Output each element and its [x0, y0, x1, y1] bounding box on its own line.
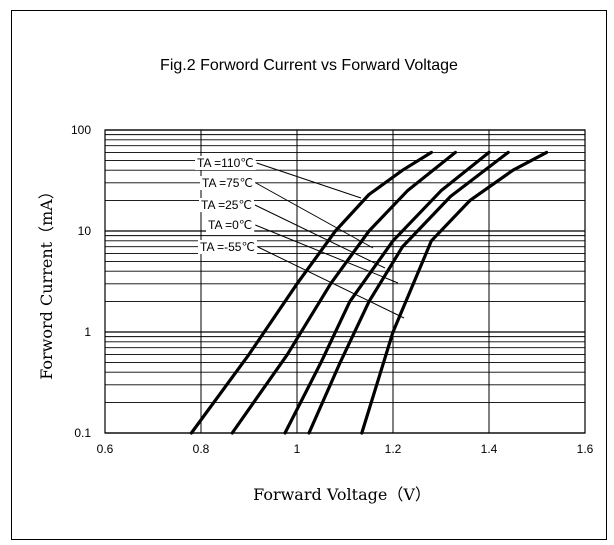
chart-title: Fig.2 Forword Current vs Forward Voltage	[160, 57, 458, 74]
y-tick-label: 10	[78, 224, 92, 238]
legend-label-background	[198, 240, 257, 254]
x-axis-label: Forward Voltage（V）	[253, 485, 431, 504]
series-line-2	[283, 150, 491, 435]
x-tick-label: 1.6	[577, 442, 594, 456]
series-line-3	[307, 150, 510, 435]
series-line-0	[189, 150, 433, 435]
legend-label-background	[206, 218, 255, 232]
legend-label-1: TA =75℃	[202, 176, 253, 190]
x-tick-label: 0.6	[97, 442, 114, 456]
legend-label-0: TA =110℃	[197, 156, 254, 170]
x-tick-label: 1.2	[385, 442, 402, 456]
y-axis-label: Forword Current（mA）	[37, 183, 56, 380]
legend-leader-line-1	[255, 182, 374, 249]
legend-leader-line-2	[254, 204, 386, 269]
series-line-1	[230, 150, 457, 435]
legend-label-background	[199, 198, 254, 212]
legend-leader-line-4	[257, 246, 405, 319]
x-tick-label: 1	[294, 442, 301, 456]
legend-leader-line-0	[256, 162, 362, 199]
y-tick-label: 100	[71, 123, 91, 137]
series-line-4	[360, 150, 549, 435]
x-tick-label: 1.4	[481, 442, 498, 456]
legend-leader-line-3	[255, 224, 399, 284]
plot-border	[104, 129, 586, 434]
legend-label-background	[195, 156, 256, 170]
y-tick-label: 0.1	[74, 426, 91, 440]
x-tick-label: 0.8	[193, 442, 210, 456]
legend-label-3: TA =0℃	[208, 218, 252, 232]
legend-label-background	[200, 176, 255, 190]
legend-label-2: TA =25℃	[201, 198, 252, 212]
chart-frame: Fig.2 Forword Current vs Forward Voltage	[11, 10, 607, 540]
legend-label-4: TA =-55℃	[200, 240, 255, 254]
y-tick-label: 1	[84, 325, 91, 339]
